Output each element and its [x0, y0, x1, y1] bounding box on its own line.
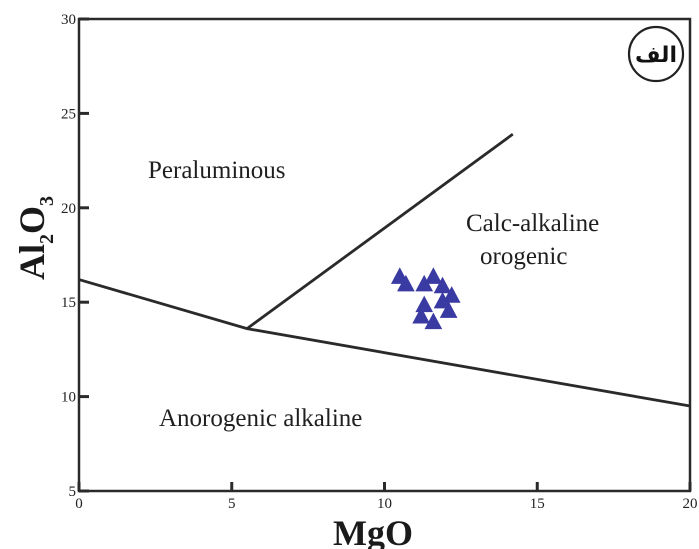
- y-axis-title-o: O: [12, 206, 52, 234]
- badge-circle: [627, 25, 685, 83]
- plot-frame: [77, 17, 692, 493]
- upper-boundary: [246, 133, 514, 330]
- y-axis-title-sub-3: 3: [36, 196, 58, 206]
- data-point-triangle: [424, 267, 443, 284]
- data-point-triangle: [439, 301, 458, 318]
- y-axis-title-al: Al: [12, 244, 52, 280]
- data-point-triangle: [415, 295, 434, 313]
- data-point-triangle: [397, 274, 415, 292]
- y-axis-title: Al2O3: [12, 196, 58, 280]
- y-axis-title-sub-2: 2: [36, 234, 58, 244]
- y-tick-label: 20: [61, 201, 76, 217]
- region-anorogenic-alkaline: Anorogenic alkaline: [159, 405, 362, 432]
- x-tick-label: 15: [530, 496, 545, 512]
- data-points: [390, 267, 461, 330]
- data-point-triangle: [433, 291, 452, 309]
- region-calc-alkaline-line1: Calc-alkaline: [466, 210, 599, 237]
- y-tick-label: 30: [61, 12, 76, 28]
- figure-label-badge: الف: [627, 25, 685, 83]
- y-tick-label: 10: [61, 390, 76, 406]
- y-tick-label: 25: [61, 106, 76, 122]
- x-tick-label: 20: [683, 496, 698, 512]
- data-point-triangle: [412, 306, 430, 324]
- badge-text: الف: [635, 43, 677, 68]
- y-tick-label: 5: [69, 484, 77, 500]
- x-tick-label: 10: [377, 496, 392, 512]
- x-tick-label: 0: [75, 496, 83, 512]
- x-tick-label: 5: [228, 496, 236, 512]
- data-point-triangle: [424, 312, 443, 330]
- region-peraluminous: Peraluminous: [148, 157, 286, 184]
- data-point-triangle: [442, 286, 461, 303]
- x-axis-title: MgO: [333, 513, 413, 549]
- y-tick-label: 15: [61, 295, 76, 311]
- field-boundaries: [78, 133, 691, 408]
- region-calc-alkaline-line2: orogenic: [480, 243, 567, 270]
